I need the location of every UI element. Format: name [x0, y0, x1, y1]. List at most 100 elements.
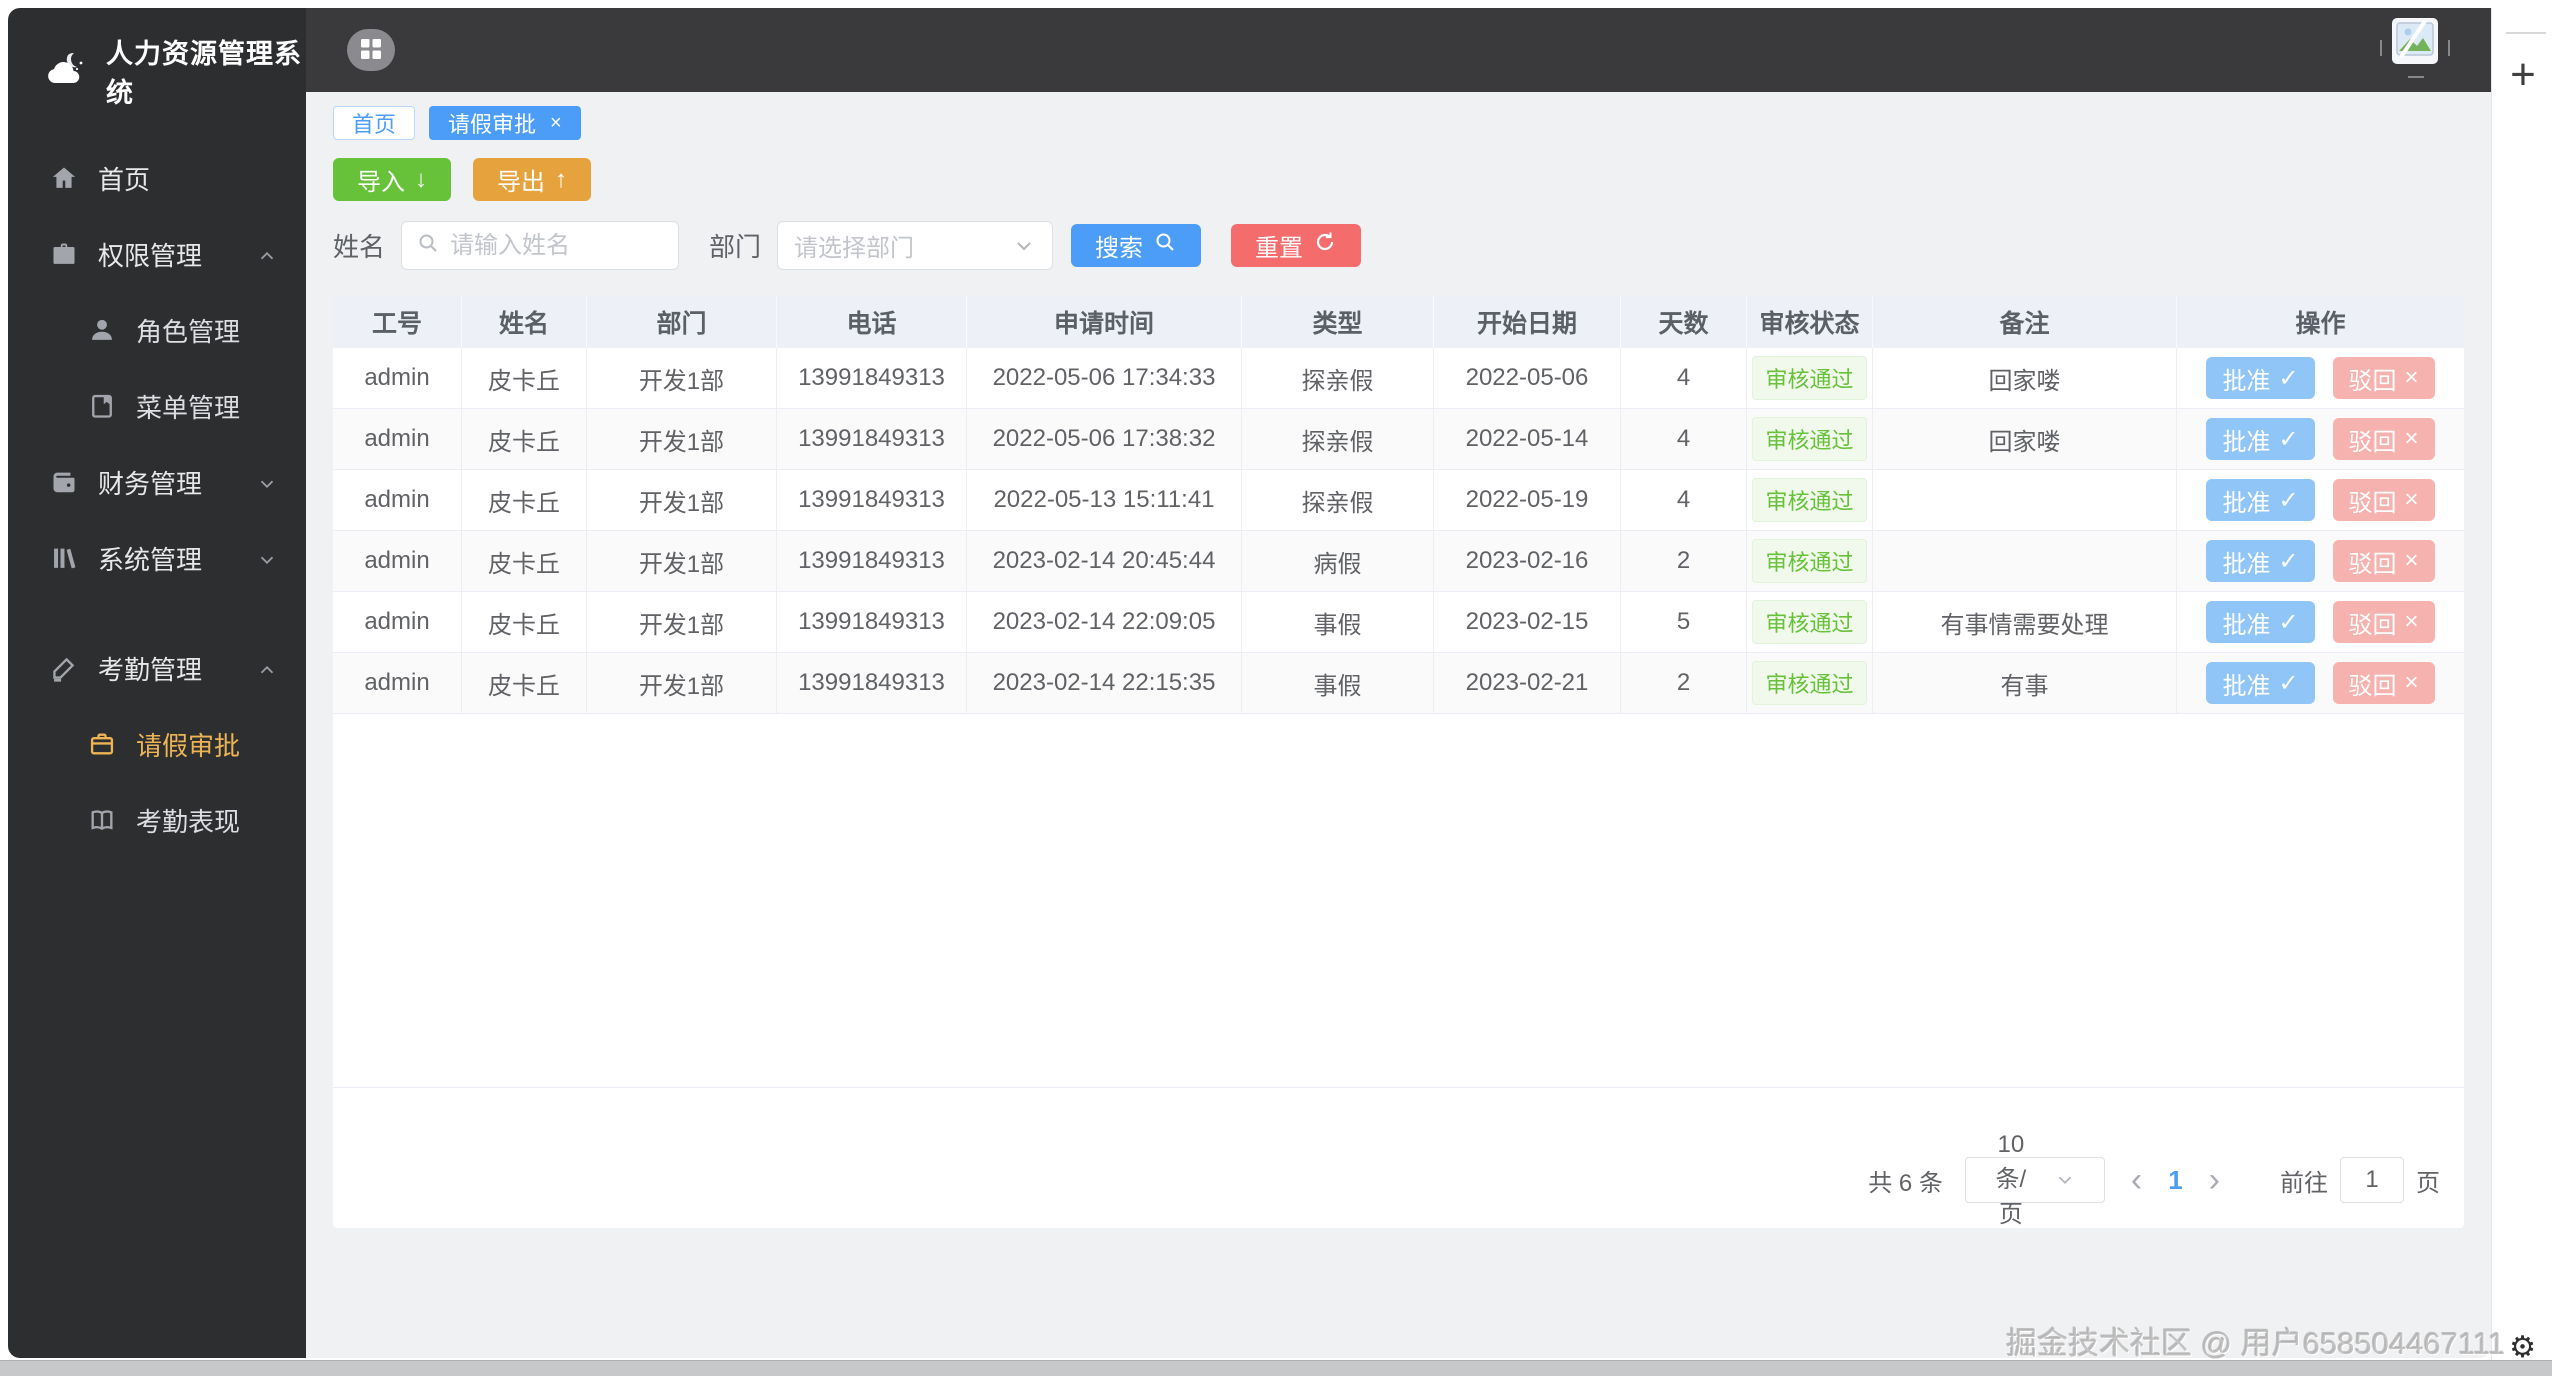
close-icon[interactable]: × [550, 112, 562, 134]
cell-start-date: 2022-05-06 [1434, 348, 1621, 408]
name-search-field[interactable] [401, 221, 680, 270]
chevron-down-icon [256, 547, 278, 569]
column-header: 备注 [1873, 296, 2177, 348]
divider [2506, 32, 2546, 34]
current-page[interactable]: 1 [2168, 1164, 2183, 1195]
reject-button[interactable]: 驳回 × [2332, 601, 2435, 643]
sidebar-item-home[interactable]: 首页 [8, 140, 306, 216]
table-header-row: 工号 姓名 部门 电话 申请时间 类型 开始日期 天数 审核状态 备注 操作 [333, 296, 2464, 348]
column-header: 操作 [2295, 310, 2346, 338]
user-icon [88, 316, 116, 344]
cell-actions: 批准 ✓ 驳回 × [2177, 653, 2464, 713]
page-size-value: 10条/页 [1995, 1131, 2027, 1228]
cell-type: 探亲假 [1242, 409, 1434, 469]
column-header: 姓名 [462, 296, 587, 348]
import-label: 导入 [357, 169, 405, 196]
reject-button[interactable]: 驳回 × [2332, 479, 2435, 521]
cell-start-date: 2022-05-19 [1434, 470, 1621, 530]
approve-button[interactable]: 批准 ✓ [2206, 418, 2315, 460]
crop-mark [2448, 40, 2450, 56]
cell-status: 审核通过 [1747, 348, 1873, 408]
dept-filter-label: 部门 [709, 232, 762, 262]
grid-icon [360, 38, 382, 63]
cell-days: 2 [1621, 653, 1747, 713]
filter-bar: 姓名 部门 请选择部门 搜索 重置 [333, 221, 2464, 270]
prev-page-button[interactable]: ‹ [2130, 1161, 2143, 1199]
cell-phone: 13991849313 [777, 592, 967, 652]
reset-button[interactable]: 重置 [1231, 224, 1362, 267]
sidebar-item-label: 权限管理 [98, 240, 203, 271]
sidebar-item-roles[interactable]: 角色管理 [8, 292, 306, 368]
cell-apply-time: 2022-05-06 17:38:32 [967, 409, 1242, 469]
tab-leave-approval[interactable]: 请假审批 × [429, 106, 581, 140]
sidebar-item-permissions[interactable]: 权限管理 [8, 216, 306, 292]
import-button[interactable]: 导入 ↓ [333, 158, 451, 201]
sidebar-item-label: 角色管理 [136, 316, 241, 347]
cell-apply-time: 2022-05-13 15:11:41 [967, 470, 1242, 530]
cell-name: 皮卡丘 [462, 409, 587, 469]
avatar[interactable] [2392, 18, 2438, 64]
refresh-icon [1313, 230, 1337, 261]
column-header: 类型 [1242, 296, 1434, 348]
cell-remark: 有事 [1873, 653, 2177, 713]
department-select[interactable]: 请选择部门 [777, 221, 1054, 270]
approve-button[interactable]: 批准 ✓ [2206, 479, 2315, 521]
reject-button[interactable]: 驳回 × [2332, 357, 2435, 399]
cell-dept: 开发1部 [587, 470, 777, 530]
reject-button[interactable]: 驳回 × [2332, 662, 2435, 704]
next-page-button[interactable]: › [2208, 1161, 2220, 1199]
sidebar-collapse-button[interactable] [347, 29, 395, 71]
sidebar: 人力资源管理系统 首页 权限管理 角色管理 [8, 8, 306, 1358]
search-button[interactable]: 搜索 [1071, 224, 1202, 267]
sidebar-item-label: 考勤表现 [136, 806, 241, 837]
sidebar-item-menus[interactable]: 菜单管理 [8, 368, 306, 444]
upload-arrow-icon: ↑ [555, 165, 567, 193]
reject-button[interactable]: 驳回 × [2332, 540, 2435, 582]
approve-button[interactable]: 批准 ✓ [2206, 601, 2315, 643]
check-icon: ✓ [2278, 608, 2299, 636]
topbar [306, 8, 2491, 92]
cell-id: admin [333, 470, 462, 530]
suitcase-icon [88, 730, 116, 758]
reset-label: 重置 [1255, 235, 1304, 262]
table-empty-area [333, 714, 2464, 1088]
status-badge: 审核通过 [1752, 539, 1867, 583]
sidebar-item-system[interactable]: 系统管理 [8, 520, 306, 596]
check-icon: ✓ [2278, 486, 2299, 514]
window-bottom-bar [0, 1360, 2552, 1376]
sidebar-item-leave-approval[interactable]: 请假审批 [8, 706, 306, 782]
department-select-placeholder: 请选择部门 [794, 235, 915, 262]
check-icon: ✓ [2278, 547, 2299, 575]
search-icon [1153, 230, 1177, 261]
sidebar-item-finance[interactable]: 财务管理 [8, 444, 306, 520]
add-button[interactable]: + [2504, 53, 2542, 97]
cell-id: admin [333, 409, 462, 469]
gear-icon: ⚙ [2509, 1331, 2536, 1364]
export-label: 导出 [497, 169, 545, 196]
approve-button[interactable]: 批准 ✓ [2206, 662, 2315, 704]
goto-page-input[interactable] [2340, 1157, 2404, 1203]
view-tabs: 首页 请假审批 × [333, 92, 2464, 140]
app-title: 人力资源管理系统 [106, 39, 302, 108]
export-button[interactable]: 导出 ↑ [473, 158, 591, 201]
column-header: 申请时间 [967, 296, 1242, 348]
cell-days: 4 [1621, 409, 1747, 469]
status-badge: 审核通过 [1752, 661, 1867, 705]
approve-button[interactable]: 批准 ✓ [2206, 540, 2315, 582]
cell-phone: 13991849313 [777, 470, 967, 530]
page-size-select[interactable]: 10条/页 [1964, 1131, 2105, 1228]
watermark: 掘金技术社区 @ 用户658504467111 ⚙ [2006, 1316, 2536, 1365]
right-edge-panel: + [2491, 8, 2552, 1360]
name-search-input[interactable] [450, 231, 665, 260]
search-label: 搜索 [1095, 235, 1144, 262]
reject-button[interactable]: 驳回 × [2332, 418, 2435, 460]
check-icon: ✓ [2278, 669, 2299, 697]
chevron-up-icon [256, 657, 278, 679]
status-badge: 审核通过 [1752, 478, 1867, 522]
sidebar-item-attendance[interactable]: 考勤管理 [8, 630, 306, 706]
sidebar-item-attendance-performance[interactable]: 考勤表现 [8, 782, 306, 858]
cell-type: 探亲假 [1242, 470, 1434, 530]
approve-button[interactable]: 批准 ✓ [2206, 357, 2315, 399]
cell-actions: 批准 ✓ 驳回 × [2177, 409, 2464, 469]
tab-home[interactable]: 首页 [333, 106, 416, 140]
